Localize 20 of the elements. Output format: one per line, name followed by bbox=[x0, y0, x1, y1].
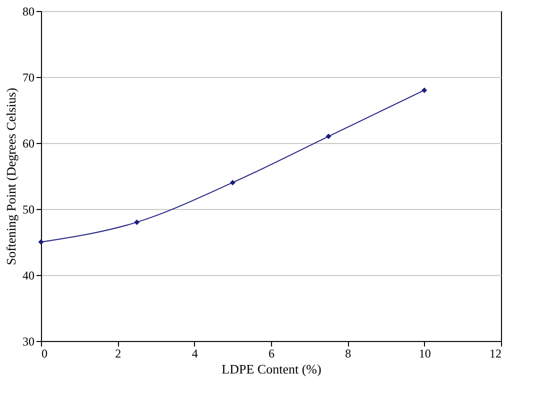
x-tick-label: 6 bbox=[268, 346, 274, 360]
point bbox=[326, 134, 332, 140]
point bbox=[230, 180, 236, 186]
point bbox=[38, 239, 44, 245]
x-tick-label: 8 bbox=[345, 346, 352, 360]
x-tick-label: 12 bbox=[490, 346, 502, 360]
y-tick-label: 60 bbox=[22, 136, 34, 150]
x-tick-label: 0 bbox=[42, 346, 48, 360]
y-tick-label: 30 bbox=[22, 334, 34, 348]
x-axis-title: LDPE Content (%) bbox=[222, 362, 322, 376]
y-tick-label: 50 bbox=[22, 202, 34, 216]
point bbox=[422, 87, 428, 93]
y-tick-label: 70 bbox=[22, 70, 34, 84]
y-tick-label: 80 bbox=[22, 4, 34, 18]
x-tick-label: 2 bbox=[115, 346, 122, 360]
x-tick-label: 4 bbox=[192, 346, 198, 360]
point bbox=[134, 219, 140, 225]
x-tick-label: 10 bbox=[418, 346, 431, 360]
y-tick-label: 40 bbox=[22, 268, 34, 282]
y-axis-title: Softening Point (Degrees Celsius) bbox=[4, 88, 18, 266]
